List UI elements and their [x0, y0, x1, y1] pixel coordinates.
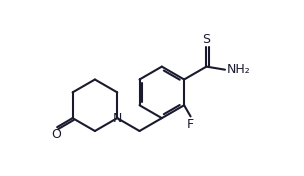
Text: NH₂: NH₂ [226, 63, 250, 76]
Text: F: F [187, 118, 194, 131]
Text: S: S [202, 33, 210, 46]
Text: N: N [112, 112, 122, 125]
Text: O: O [51, 128, 61, 142]
